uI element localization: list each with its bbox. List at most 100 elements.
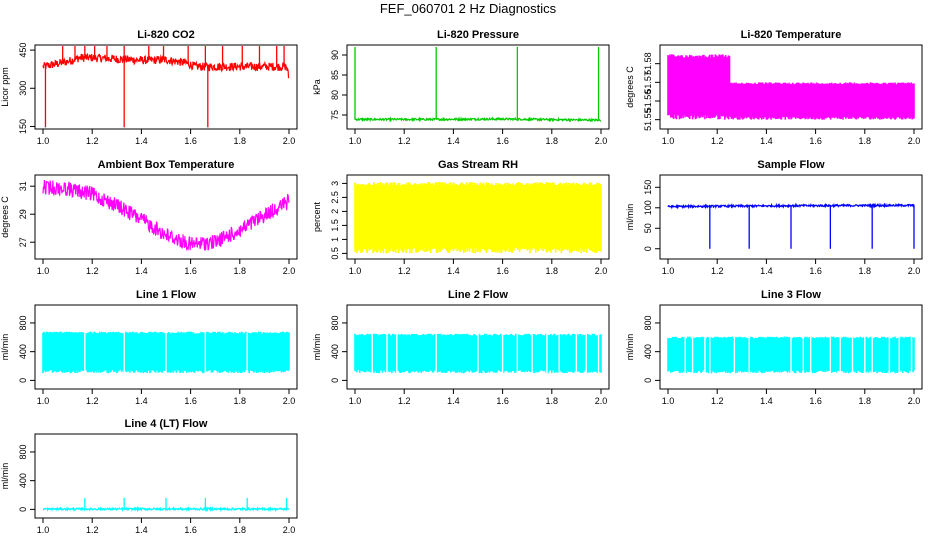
x-tick-label: 1.4 xyxy=(135,136,148,146)
x-tick-label: 1.2 xyxy=(398,266,411,276)
chart-panel-6: Sample Flow ml/min 1.0 1.2 1.4 1.6 1.8 2.0 0 50 10… xyxy=(625,159,923,276)
series-line xyxy=(354,116,601,123)
data-layer xyxy=(42,46,290,128)
y-axis-label: ml/min xyxy=(625,334,635,361)
y-axis-label: degrees C xyxy=(0,196,10,238)
x-tick-label: 1.2 xyxy=(711,396,724,406)
y-tick-label: 0 xyxy=(643,378,653,383)
x-tick-label: 1.8 xyxy=(234,136,247,146)
panel-title: Sample Flow xyxy=(757,159,825,171)
panel-title: Line 2 Flow xyxy=(448,289,508,301)
panel-title: Line 1 Flow xyxy=(136,289,196,301)
plot-frame xyxy=(34,304,298,390)
chart-panel-2: Li-820 Pressure kPa 1.0 1.2 1.4 1.6 1.8 2.0 75 80… xyxy=(312,29,610,146)
x-tick-label: 1.0 xyxy=(662,396,675,406)
x-tick-label: 1.2 xyxy=(398,396,411,406)
x-tick-label: 1.0 xyxy=(37,525,50,535)
y-tick-label: 800 xyxy=(18,315,28,330)
x-tick-label: 1.4 xyxy=(135,266,148,276)
data-layer xyxy=(667,202,915,249)
x-tick-label: 1.6 xyxy=(184,525,197,535)
plot-frame xyxy=(346,304,610,390)
x-tick-label: 1.2 xyxy=(86,266,99,276)
x-tick-label: 1.8 xyxy=(546,136,559,146)
y-tick-label: 400 xyxy=(18,344,28,359)
x-tick-label: 2.0 xyxy=(283,525,296,535)
y-tick-label: 51.56 xyxy=(643,90,653,113)
x-tick-label: 1.0 xyxy=(37,266,50,276)
panel-title: Line 3 Flow xyxy=(761,289,821,301)
chart-panel-9: Line 3 Flow ml/min 1.0 1.2 1.4 1.6 1.8 2.0 0 400 8… xyxy=(625,289,923,406)
y-tick-label: 150 xyxy=(18,119,28,134)
x-tick-label: 1.8 xyxy=(859,136,872,146)
x-tick-label: 1.8 xyxy=(234,266,247,276)
y-tick-label: 1.5 xyxy=(330,219,340,232)
x-tick-label: 2.0 xyxy=(283,266,296,276)
x-tick-label: 1.6 xyxy=(496,136,509,146)
x-tick-label: 1.8 xyxy=(234,396,247,406)
plot-frame xyxy=(346,174,610,260)
x-tick-label: 2.0 xyxy=(283,136,296,146)
x-tick-label: 1.4 xyxy=(447,396,460,406)
plot-frame xyxy=(34,433,298,519)
y-tick-label: 2.5 xyxy=(330,191,340,204)
x-tick-label: 1.4 xyxy=(760,266,773,276)
y-tick-label: 1 xyxy=(330,237,340,242)
data-layer xyxy=(667,54,915,120)
data-layer xyxy=(354,47,601,123)
y-axis-label: percent xyxy=(312,201,322,232)
chart-panel-8: Line 2 Flow ml/min 1.0 1.2 1.4 1.6 1.8 2.0 0 400 8… xyxy=(312,289,610,406)
y-tick-label: 300 xyxy=(18,81,28,96)
x-tick-label: 2.0 xyxy=(283,396,296,406)
chart-panel-7: Line 1 Flow ml/min 1.0 1.2 1.4 1.6 1.8 2.0 0 400 8… xyxy=(0,289,298,406)
y-tick-label: 3 xyxy=(330,181,340,186)
x-tick-label: 2.0 xyxy=(595,266,608,276)
x-tick-label: 1.8 xyxy=(859,396,872,406)
x-tick-label: 2.0 xyxy=(908,266,921,276)
x-tick-label: 1.8 xyxy=(546,396,559,406)
y-tick-label: 80 xyxy=(330,90,340,100)
x-tick-label: 1.0 xyxy=(349,266,362,276)
series-line xyxy=(42,53,290,79)
x-tick-label: 2.0 xyxy=(595,396,608,406)
y-axis-label: Licor ppm xyxy=(0,67,10,107)
x-tick-label: 1.0 xyxy=(662,136,675,146)
chart-panel-4: Ambient Box Temperature degrees C 1.0 1.2 1.… xyxy=(0,159,298,276)
data-layer xyxy=(42,331,290,374)
y-axis-label: ml/min xyxy=(625,204,635,231)
y-tick-label: 800 xyxy=(18,444,28,459)
x-tick-label: 1.6 xyxy=(184,266,197,276)
chart-panel-10: Line 4 (LT) Flow ml/min 1.0 1.2 1.4 1.6 1.8 2.0… xyxy=(0,418,298,535)
plot-frame xyxy=(659,174,923,260)
panel-title: Li-820 Pressure xyxy=(437,29,519,41)
x-tick-label: 2.0 xyxy=(908,396,921,406)
x-tick-label: 1.0 xyxy=(349,136,362,146)
y-tick-label: 0 xyxy=(330,378,340,383)
y-tick-label: 800 xyxy=(330,315,340,330)
y-axis-label: kPa xyxy=(312,79,322,95)
x-tick-label: 1.2 xyxy=(711,136,724,146)
panel-title: Li-820 Temperature xyxy=(741,29,842,41)
data-layer xyxy=(354,182,602,254)
x-tick-label: 1.4 xyxy=(447,136,460,146)
y-tick-label: 450 xyxy=(18,43,28,58)
plot-frame xyxy=(659,304,923,390)
y-tick-label: 0.5 xyxy=(330,247,340,260)
figure-title: FEF_060701 2 Hz Diagnostics xyxy=(379,1,557,16)
y-tick-label: 90 xyxy=(330,50,340,60)
panel-title: Line 4 (LT) Flow xyxy=(125,418,208,430)
y-axis-label: degrees C xyxy=(625,66,635,108)
x-tick-label: 1.2 xyxy=(86,396,99,406)
y-tick-label: 51.58 xyxy=(643,52,653,75)
series-band xyxy=(354,182,602,254)
y-tick-label: 400 xyxy=(18,473,28,488)
series-band xyxy=(42,331,290,374)
data-layer xyxy=(667,336,915,374)
x-tick-label: 1.2 xyxy=(711,266,724,276)
series-line xyxy=(42,505,290,513)
y-tick-label: 51.57 xyxy=(643,71,653,94)
x-tick-label: 1.8 xyxy=(859,266,872,276)
y-tick-label: 51.55 xyxy=(643,108,653,131)
chart-panel-3: Li-820 Temperature degrees C 1.0 1.2 1.4 1.6 1… xyxy=(625,29,923,146)
